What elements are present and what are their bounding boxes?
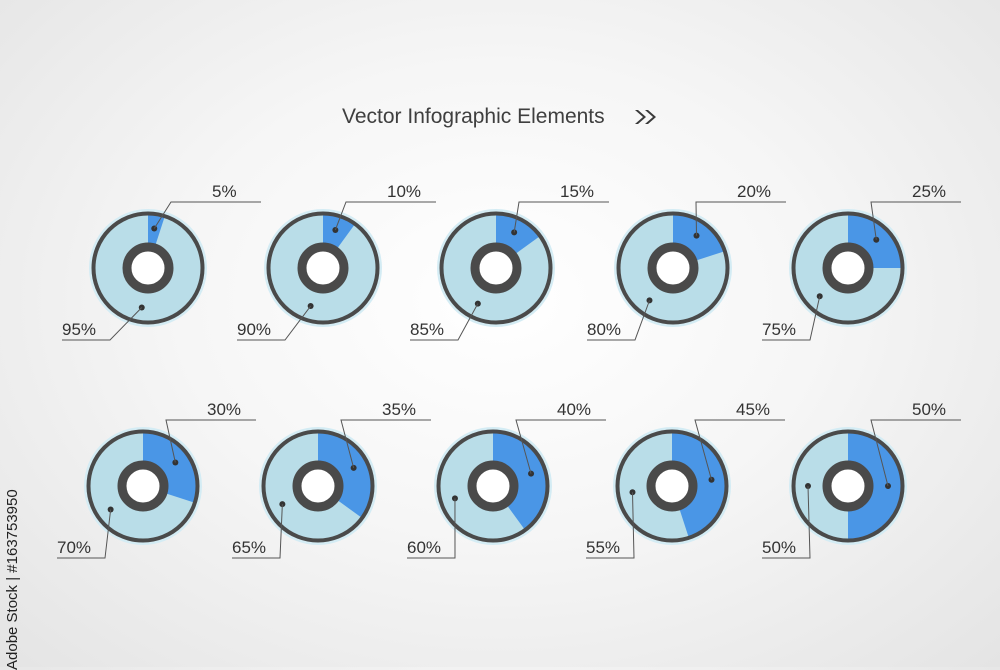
donut-hole	[822, 242, 874, 294]
value-label: 35%	[382, 400, 416, 419]
leader-line	[232, 504, 283, 559]
donut-outline	[616, 211, 730, 325]
leader-line	[407, 498, 456, 559]
donut-outline	[439, 211, 553, 325]
donut-charts: 5% 95% 10% 90% 15% 85% 20% 80% 25% 75% 30% 70% 35% 65…	[57, 182, 961, 559]
leader-line	[586, 492, 635, 559]
remainder-label: 80%	[587, 320, 621, 339]
donut-outline	[791, 429, 905, 543]
value-label: 40%	[557, 400, 591, 419]
leader-line	[762, 485, 811, 559]
leader-line	[870, 201, 961, 240]
page-title: Vector Infographic Elements	[342, 105, 605, 128]
value-label: 45%	[736, 400, 770, 419]
donut-outline	[436, 429, 550, 543]
remainder-label: 95%	[62, 320, 96, 339]
donut-chart-2: 10% 90%	[237, 182, 436, 341]
donut-hole	[117, 460, 169, 512]
slice-value	[672, 430, 729, 540]
leader-line	[237, 305, 312, 341]
donut-outline	[615, 429, 729, 543]
donut-hole	[822, 460, 874, 512]
value-label: 50%	[912, 400, 946, 419]
side-credit: Adobe Stock | #163753950	[4, 489, 21, 670]
donut-hole	[292, 460, 344, 512]
donut-chart-8: 40% 60%	[407, 400, 606, 559]
leader-line	[165, 419, 256, 463]
value-label: 10%	[387, 182, 421, 201]
remainder-label: 85%	[410, 320, 444, 339]
donut-chart-6: 30% 70%	[57, 400, 256, 559]
donut-outline	[266, 211, 380, 325]
value-label: 5%	[212, 182, 237, 201]
donut-chart-10: 50% 50%	[762, 400, 961, 559]
leader-line	[153, 201, 261, 229]
title-chevrons-icon	[635, 110, 656, 124]
remainder-label: 90%	[237, 320, 271, 339]
donut-hole	[470, 242, 522, 294]
leader-line	[340, 419, 431, 468]
leader-line	[513, 201, 609, 233]
slice-value	[848, 430, 904, 542]
leader-line	[410, 303, 479, 341]
leader-line	[334, 201, 436, 231]
leader-line	[587, 300, 650, 341]
remainder-label: 65%	[232, 538, 266, 557]
donut-outline	[261, 429, 375, 543]
leader-line	[695, 201, 786, 236]
leader-line	[515, 419, 606, 474]
value-label: 30%	[207, 400, 241, 419]
donut-chart-1: 5% 95%	[62, 182, 261, 341]
leader-line	[62, 307, 143, 341]
leader-line	[762, 296, 821, 341]
donut-chart-7: 35% 65%	[232, 400, 431, 559]
slice-value	[493, 430, 549, 532]
donut-hole	[646, 460, 698, 512]
leader-line	[694, 419, 785, 480]
donut-outline	[86, 429, 200, 543]
value-label: 20%	[737, 182, 771, 201]
donut-chart-9: 45% 55%	[586, 400, 785, 559]
donut-chart-5: 25% 75%	[762, 182, 961, 341]
remainder-label: 50%	[762, 538, 796, 557]
donut-hole	[467, 460, 519, 512]
donut-outline	[91, 211, 205, 325]
leader-line	[57, 509, 112, 559]
donut-hole	[297, 242, 349, 294]
donut-chart-3: 15% 85%	[410, 182, 609, 341]
remainder-label: 55%	[586, 538, 620, 557]
remainder-label: 70%	[57, 538, 91, 557]
donut-hole	[647, 242, 699, 294]
donut-chart-4: 20% 80%	[587, 182, 786, 341]
remainder-label: 75%	[762, 320, 796, 339]
donut-hole	[122, 242, 174, 294]
donut-outline	[791, 211, 905, 325]
value-label: 15%	[560, 182, 594, 201]
value-label: 25%	[912, 182, 946, 201]
leader-line	[870, 419, 961, 487]
remainder-label: 60%	[407, 538, 441, 557]
